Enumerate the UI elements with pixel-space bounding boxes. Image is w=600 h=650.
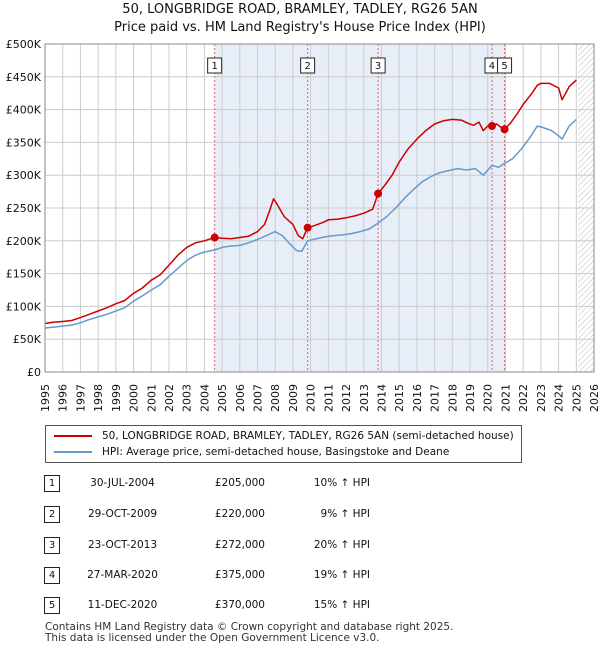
y-tick-label: £150K — [6, 268, 42, 281]
x-tick-label: 2026 — [588, 384, 600, 412]
sale-number-label: 2 — [304, 61, 310, 72]
y-tick-label: £500K — [6, 38, 42, 51]
y-tick-label: £0 — [27, 366, 41, 379]
sale-number-label: 3 — [375, 61, 381, 72]
x-tick-label: 2007 — [252, 384, 265, 412]
transaction-hpi: 9% ↑ HPI — [320, 508, 370, 520]
table-row: 3 23-OCT-2013 £272,000 20% ↑ HPI — [0, 536, 600, 556]
sale-number-label: 5 — [501, 61, 507, 72]
legend-label-property: 50, LONGBRIDGE ROAD, BRAMLEY, TADLEY, RG… — [102, 430, 514, 442]
y-tick-label: £250K — [6, 202, 42, 215]
x-tick-label: 1997 — [74, 384, 87, 412]
x-tick-label: 2014 — [375, 384, 388, 412]
x-tick-label: 2019 — [464, 384, 477, 412]
sale-number-box — [300, 57, 316, 74]
legend-item-hpi: HPI: Average price, semi-detached house,… — [54, 444, 449, 460]
transaction-price: £272,000 — [214, 539, 265, 551]
x-tick-label: 2004 — [198, 384, 211, 412]
x-tick-label: 2011 — [322, 384, 335, 412]
y-tick-label: £450K — [6, 71, 42, 84]
footer-copyright: Contains HM Land Registry data © Crown c… — [45, 621, 454, 633]
y-tick-label: £200K — [6, 235, 42, 248]
legend-blue-line — [54, 451, 92, 453]
transaction-number: 2 — [44, 506, 60, 523]
transaction-hpi: 19% ↑ HPI — [313, 569, 370, 581]
transaction-date: 29-OCT-2009 — [88, 508, 157, 520]
x-tick-label: 2022 — [517, 384, 530, 412]
legend-red-line — [54, 435, 92, 437]
x-tick-label: 2013 — [358, 384, 371, 412]
x-tick-label: 2015 — [393, 384, 406, 412]
chart-legend: 50, LONGBRIDGE ROAD, BRAMLEY, TADLEY, RG… — [45, 425, 522, 463]
table-row: 4 27-MAR-2020 £375,000 19% ↑ HPI — [0, 566, 600, 586]
sale-point — [500, 125, 509, 134]
hpi-series-line — [44, 118, 577, 329]
sale-number-box — [497, 57, 513, 74]
sale-point — [303, 223, 312, 232]
sale-number-label: 4 — [489, 61, 495, 72]
legend-item-property: 50, LONGBRIDGE ROAD, BRAMLEY, TADLEY, RG… — [54, 428, 514, 444]
sale-number-box — [207, 57, 223, 74]
transaction-price: £220,000 — [214, 508, 265, 520]
x-tick-label: 2002 — [163, 384, 176, 412]
x-tick-label: 2006 — [234, 384, 247, 412]
transaction-number: 3 — [44, 537, 60, 554]
transaction-date: 11-DEC-2020 — [87, 599, 158, 611]
transaction-hpi: 15% ↑ HPI — [313, 599, 370, 611]
x-tick-label: 2009 — [287, 384, 300, 412]
chart-title: 50, LONGBRIDGE ROAD, BRAMLEY, TADLEY, RG… — [122, 2, 478, 17]
x-tick-label: 2021 — [499, 384, 512, 412]
x-tick-label: 2008 — [269, 384, 282, 412]
legend-label-hpi: HPI: Average price, semi-detached house,… — [102, 446, 450, 458]
x-tick-label: 2018 — [446, 384, 459, 412]
table-row: 2 29-OCT-2009 £220,000 9% ↑ HPI — [0, 505, 600, 525]
x-tick-label: 2005 — [216, 384, 229, 412]
x-tick-label: 2012 — [340, 384, 353, 412]
property-series-line — [44, 79, 577, 325]
x-tick-label: 1998 — [92, 384, 105, 412]
x-tick-label: 2017 — [429, 384, 442, 412]
y-tick-label: £100K — [6, 300, 42, 313]
transaction-number: 5 — [44, 597, 60, 614]
x-tick-label: 2016 — [411, 384, 424, 412]
footer: Contains HM Land Registry data © Crown c… — [45, 622, 453, 644]
x-tick-label: 2020 — [482, 384, 495, 412]
y-tick-label: £300K — [6, 169, 42, 182]
plot-frame — [44, 43, 595, 373]
x-tick-label: 2025 — [570, 384, 583, 412]
transaction-hpi: 10% ↑ HPI — [313, 477, 370, 489]
transaction-hpi: 20% ↑ HPI — [313, 539, 370, 551]
sale-point — [374, 189, 383, 198]
transaction-price: £205,000 — [214, 477, 265, 489]
table-row: 1 30-JUL-2004 £205,000 10% ↑ HPI — [0, 474, 600, 494]
sale-number-box — [370, 57, 386, 74]
x-tick-label: 2001 — [145, 384, 158, 412]
sale-point — [210, 233, 219, 242]
x-tick-label: 1999 — [110, 384, 123, 412]
transaction-price: £375,000 — [214, 569, 265, 581]
y-tick-label: £350K — [6, 136, 42, 149]
x-tick-label: 2000 — [128, 384, 141, 412]
sale-point — [487, 122, 496, 130]
table-row: 5 11-DEC-2020 £370,000 15% ↑ HPI — [0, 596, 600, 616]
x-tick-label: 2024 — [553, 384, 566, 412]
transaction-date: 23-OCT-2013 — [88, 539, 157, 551]
x-tick-label: 2010 — [305, 384, 318, 412]
footer-license: This data is licensed under the Open Gov… — [45, 632, 380, 644]
transaction-date: 30-JUL-2004 — [90, 477, 155, 489]
x-tick-label: 2003 — [181, 384, 194, 412]
transaction-date: 27-MAR-2020 — [87, 569, 158, 581]
transaction-number: 1 — [44, 475, 60, 492]
y-tick-label: £400K — [6, 104, 42, 117]
transaction-price: £370,000 — [214, 599, 265, 611]
x-tick-label: 1995 — [39, 384, 52, 412]
sale-number-label: 1 — [211, 61, 217, 72]
transaction-number: 4 — [44, 567, 60, 584]
chart-subtitle: Price paid vs. HM Land Registry's House … — [114, 20, 486, 35]
y-tick-label: £50K — [13, 333, 42, 346]
x-tick-label: 1996 — [57, 384, 70, 412]
x-tick-label: 2023 — [535, 384, 548, 412]
